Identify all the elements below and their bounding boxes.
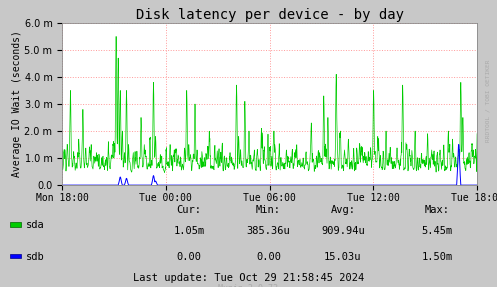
- Text: Last update: Tue Oct 29 21:58:45 2024: Last update: Tue Oct 29 21:58:45 2024: [133, 274, 364, 283]
- sdb: [251, 183, 257, 187]
- Line: sda: sda: [62, 36, 477, 172]
- sda: [59, 148, 65, 152]
- Text: RRDTOOL / TOBI OETIKER: RRDTOOL / TOBI OETIKER: [486, 59, 491, 142]
- sda: [203, 164, 209, 167]
- sdb: [468, 183, 474, 187]
- sdb: [474, 183, 480, 187]
- Text: 15.03u: 15.03u: [324, 252, 362, 262]
- Text: sda: sda: [26, 220, 45, 230]
- sda: [162, 171, 167, 174]
- sdb: [456, 143, 462, 146]
- sdb: [277, 183, 283, 187]
- Text: Cur:: Cur:: [176, 205, 201, 214]
- sda: [474, 132, 480, 135]
- sdb: [160, 183, 166, 187]
- Text: 1.05m: 1.05m: [173, 226, 204, 236]
- sda: [397, 168, 403, 171]
- Text: sdb: sdb: [26, 252, 45, 262]
- sda: [160, 164, 166, 168]
- sda: [251, 148, 257, 152]
- Line: sdb: sdb: [62, 145, 477, 185]
- Text: 1.50m: 1.50m: [422, 252, 453, 262]
- Text: Min:: Min:: [256, 205, 281, 214]
- Text: Munin 2.0.73: Munin 2.0.73: [219, 284, 278, 287]
- Title: Disk latency per device - by day: Disk latency per device - by day: [136, 8, 404, 22]
- Text: 0.00: 0.00: [256, 252, 281, 262]
- sdb: [396, 183, 402, 187]
- Y-axis label: Average IO Wait (seconds): Average IO Wait (seconds): [11, 31, 22, 177]
- Text: 5.45m: 5.45m: [422, 226, 453, 236]
- sdb: [202, 183, 208, 187]
- sda: [113, 35, 119, 38]
- Text: Max:: Max:: [425, 205, 450, 214]
- Text: 909.94u: 909.94u: [321, 226, 365, 236]
- Text: Avg:: Avg:: [331, 205, 355, 214]
- sdb: [59, 183, 65, 187]
- sda: [277, 161, 283, 165]
- sda: [469, 149, 475, 153]
- Text: 0.00: 0.00: [176, 252, 201, 262]
- Text: 385.36u: 385.36u: [247, 226, 290, 236]
